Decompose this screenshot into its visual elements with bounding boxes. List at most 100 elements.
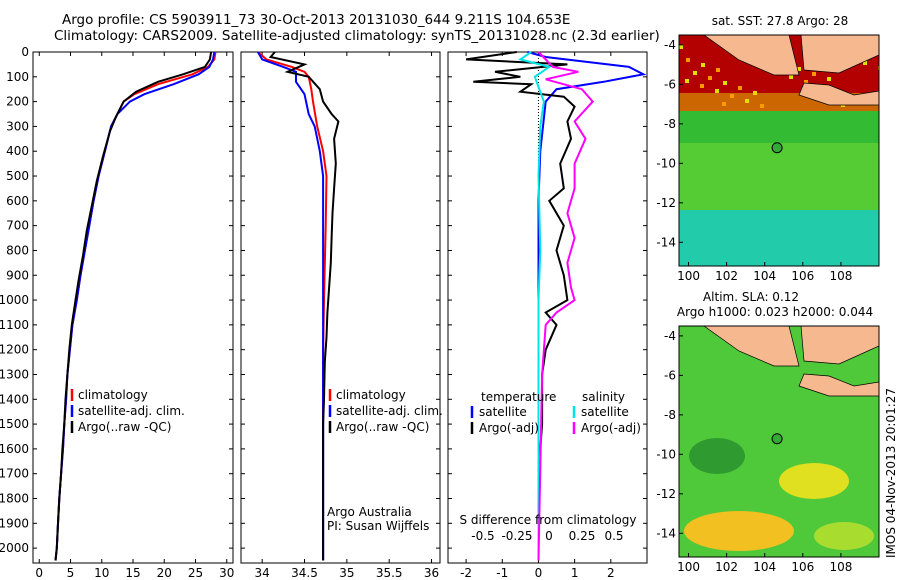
x-tick-label: 15 — [125, 566, 140, 580]
plot-frame — [240, 51, 441, 564]
y-tick-label: 1200 — [0, 343, 29, 357]
top-x-tick-label: 0.5 — [604, 529, 623, 543]
panel-salinity: 3434.53535.536salinityclimatologysatelli… — [240, 51, 443, 580]
map-y-tick-label: -12 — [656, 196, 676, 210]
sst-pixel — [693, 71, 697, 75]
map-y-tick-label: -8 — [664, 408, 676, 422]
top-x-tick-label: 0.25 — [569, 529, 596, 543]
series-sal_argo — [537, 51, 595, 561]
x-tick-label: 25 — [188, 566, 203, 580]
sst-pixel — [812, 72, 816, 76]
land-sumatra — [703, 326, 800, 367]
map-x-tick-label: 104 — [753, 269, 776, 283]
legend-entry: satellite — [479, 405, 527, 419]
series-temp_argo — [465, 51, 576, 561]
map-field — [679, 35, 879, 266]
y-tick-label: 400 — [6, 144, 29, 158]
panel-temperature: 051015202530temperature (deg C)010020030… — [0, 45, 234, 580]
sst-pixel — [804, 80, 808, 84]
x-tick-label: 0 — [535, 566, 543, 580]
sst-pixel — [722, 102, 726, 106]
y-tick-label: 1600 — [0, 442, 29, 456]
sst-pixel — [715, 89, 719, 93]
map-x-tick-label: 106 — [791, 269, 814, 283]
map-y-tick-label: -10 — [656, 447, 676, 461]
x-tick-label: 30 — [219, 566, 234, 580]
y-tick-label: 0 — [21, 45, 29, 59]
top-x-tick-label: -0.5 — [471, 529, 494, 543]
y-tick-label: 2000 — [0, 541, 29, 555]
legend-title-temperature: temperature — [481, 390, 556, 404]
x-tick-label: 35.5 — [376, 566, 403, 580]
header-line-1: Argo profile: CS 5903911_73 30-Oct-2013 … — [62, 12, 571, 28]
legend-entry: climatology — [336, 388, 406, 402]
map-sst_map: 100 102 104 106 108 -4 -6 -8 -10 -12 -14 sat. SST: … — [656, 14, 880, 283]
map-y-tick-label: -12 — [656, 487, 676, 501]
legend-entry: satellite-adj. clim. — [78, 404, 185, 418]
plot-frame — [32, 51, 234, 564]
legend-entry: Argo(-adj) — [479, 421, 539, 435]
y-tick-label: 1900 — [0, 516, 29, 530]
land-java — [798, 82, 879, 106]
legend-entry: Argo(-adj) — [581, 421, 641, 435]
y-tick-label: 800 — [6, 243, 29, 257]
sla-mid — [814, 522, 874, 550]
sst-pixel — [863, 61, 867, 65]
series-satellite — [257, 51, 325, 561]
x-tick-label: 5 — [67, 566, 75, 580]
sst-pixel — [679, 45, 683, 49]
sst-pixel — [730, 94, 734, 98]
map-x-tick-label: 106 — [791, 560, 814, 574]
map-y-tick-label: -4 — [664, 38, 676, 52]
map-y-tick-label: -10 — [656, 156, 676, 170]
sst-pixel — [685, 79, 689, 83]
side-note-text: IMOS 04-Nov-2013 20:01:27 — [884, 388, 898, 558]
legend-entry: climatology — [78, 388, 148, 402]
map-frame — [678, 34, 880, 267]
sst-pixel — [753, 91, 757, 95]
map-y-tick-label: -14 — [656, 235, 676, 249]
annotation-text: Argo Australia — [327, 505, 412, 519]
y-tick-label: 1700 — [0, 467, 29, 481]
top-x-tick-label: 0 — [545, 529, 553, 543]
sst-pixel — [701, 63, 705, 67]
land-java — [798, 373, 879, 397]
map-sla_map: 100 102 104 106 108 -4 -6 -8 -10 -12 -14 Altim. SLA… — [656, 290, 880, 574]
series-argo — [268, 51, 340, 561]
y-tick-label: 500 — [6, 169, 29, 183]
map-title: sat. SST: 27.8 Argo: 28 — [712, 14, 849, 28]
legend-entry: satellite — [581, 405, 629, 419]
series-sal_sat — [518, 51, 552, 561]
y-tick-label: 1100 — [0, 318, 29, 332]
header-line-2: Climatology: CARS2009. Satellite-adjuste… — [54, 28, 660, 44]
side-note: IMOS 04-Nov-2013 20:01:27 — [884, 388, 898, 558]
top-x-tick-label: -0.25 — [501, 529, 532, 543]
map-y-tick-label: -6 — [664, 77, 676, 91]
legend-entry: Argo(..raw -QC) — [336, 420, 429, 434]
x-tick-label: 20 — [157, 566, 172, 580]
map-x-tick-label: 102 — [715, 269, 738, 283]
sst-pixel — [716, 68, 720, 72]
sst-pixel — [797, 67, 801, 71]
land-sumatra — [703, 35, 800, 76]
sst-pixel — [789, 75, 793, 79]
legend-entry: Argo(..raw -QC) — [78, 420, 171, 434]
sst-pixel — [745, 99, 749, 103]
y-tick-label: 1400 — [0, 392, 29, 406]
plot-frame — [447, 51, 648, 564]
map-x-tick-label: 102 — [715, 560, 738, 574]
sst-band — [679, 210, 879, 266]
argo-position-marker — [771, 433, 783, 445]
map-x-tick-label: 100 — [677, 269, 700, 283]
x-tick-label: 34.5 — [291, 566, 318, 580]
y-tick-label: 1500 — [0, 417, 29, 431]
map-x-tick-label: 100 — [677, 560, 700, 574]
y-tick-label: 200 — [6, 95, 29, 109]
sst-pixel — [723, 81, 727, 85]
sla-high — [684, 511, 794, 551]
sst-pixel — [827, 77, 831, 81]
map-title: Altim. SLA: 0.12 — [703, 290, 799, 304]
x-tick-label: 2 — [607, 566, 615, 580]
x-tick-label: 34 — [255, 566, 270, 580]
x-tick-label: -2 — [460, 566, 472, 580]
